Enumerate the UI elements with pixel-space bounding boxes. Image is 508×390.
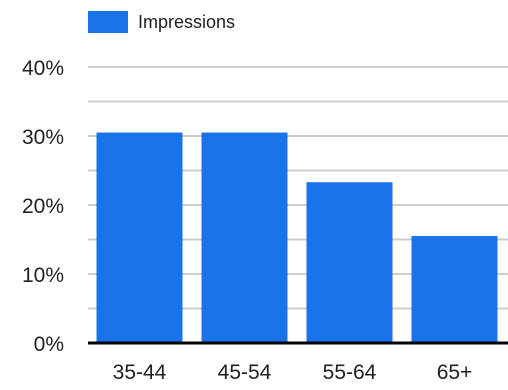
y-tick-label: 20% [22,195,64,218]
y-tick-label: 0% [34,333,64,356]
x-tick-label: 65+ [437,361,473,384]
y-tick-label: 40% [22,57,64,80]
bar-35-44 [96,132,183,343]
x-tick-label: 55-64 [323,361,377,384]
legend-swatch-impressions [88,11,128,33]
legend: Impressions [88,11,235,33]
legend-label-impressions: Impressions [138,12,236,32]
bar-55-64 [306,182,393,343]
y-tick-label: 10% [22,264,64,287]
x-tick-label: 45-54 [218,361,272,384]
bar-65+ [411,236,498,343]
y-tick-label: 30% [22,126,64,149]
x-tick-label: 35-44 [113,361,167,384]
bar-45-54 [201,132,288,343]
